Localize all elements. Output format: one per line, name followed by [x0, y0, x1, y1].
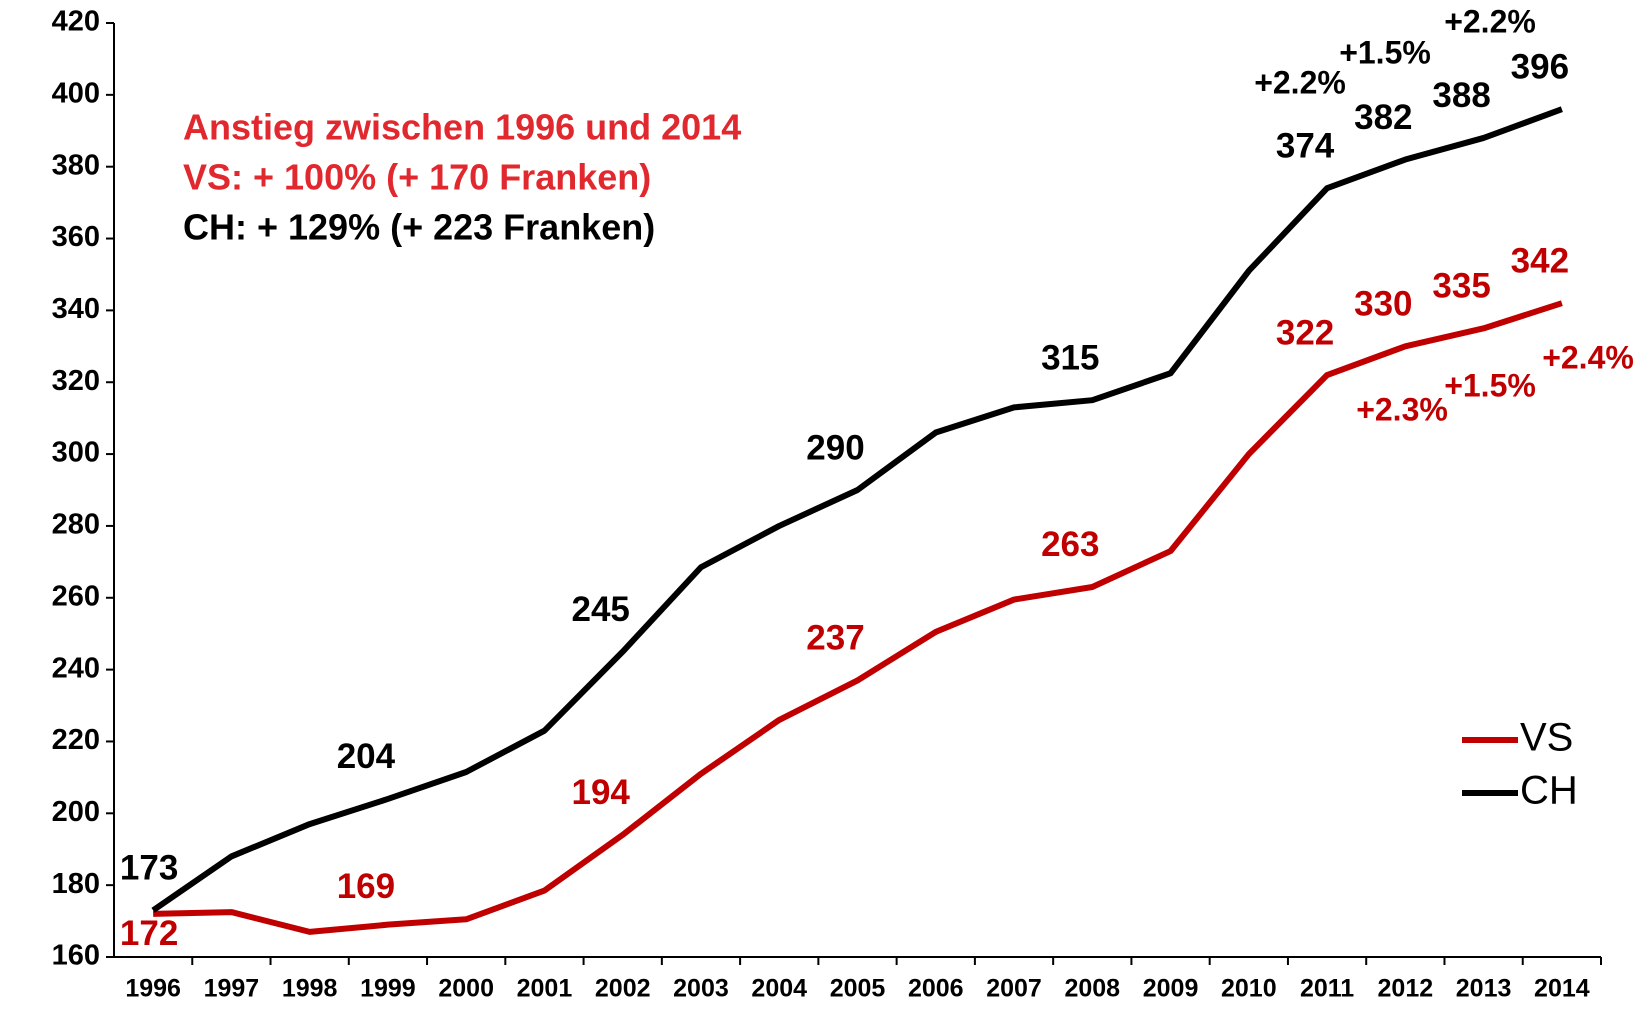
x-tick-label: 2013: [1456, 975, 1512, 1003]
annotation: Anstieg zwischen 1996 und 2014: [183, 107, 741, 148]
data-label: 263: [1041, 525, 1099, 564]
x-tick-label: 2002: [595, 975, 651, 1003]
series-line: [153, 300, 1563, 935]
legend-label: CH: [1520, 769, 1578, 813]
x-tick-label: 2009: [1143, 975, 1199, 1003]
series-line: [151, 106, 1563, 913]
data-label: 396: [1511, 47, 1569, 86]
y-tick-label: 320: [52, 365, 100, 397]
data-label: 245: [572, 590, 630, 629]
y-tick-label: 200: [52, 796, 100, 828]
y-tick-label: 240: [52, 652, 100, 684]
x-tick-label: 2000: [438, 975, 494, 1003]
data-label: 194: [572, 773, 631, 812]
x-tick-label: 2005: [830, 975, 886, 1003]
x-tick-label: 1998: [282, 975, 338, 1003]
legend-label: VS: [1520, 716, 1573, 760]
y-tick-label: 260: [52, 580, 100, 612]
data-label: 388: [1432, 76, 1490, 115]
annotation: CH: + 129% (+ 223 Franken): [183, 207, 655, 248]
x-tick-label: 2006: [908, 975, 964, 1003]
data-label: 342: [1511, 241, 1569, 280]
annotation: VS: + 100% (+ 170 Franken): [183, 157, 651, 198]
data-label: 382: [1354, 98, 1412, 137]
data-label: 173: [120, 849, 178, 888]
x-tick-label: 2010: [1221, 975, 1277, 1003]
data-label: 204: [337, 737, 396, 776]
y-tick-label: 160: [52, 940, 100, 972]
y-tick-label: 340: [52, 293, 100, 325]
data-label: 330: [1354, 285, 1412, 324]
change-label: +2.3%: [1356, 391, 1448, 427]
y-tick-label: 220: [52, 724, 100, 756]
y-tick-label: 420: [52, 6, 100, 38]
y-tick-label: 180: [52, 868, 100, 900]
y-tick-label: 280: [52, 509, 100, 541]
y-tick-label: 380: [52, 149, 100, 181]
x-tick-label: 2004: [751, 975, 807, 1003]
x-tick-label: 2014: [1534, 975, 1590, 1003]
data-label: 315: [1041, 338, 1099, 377]
data-label: 290: [806, 428, 864, 467]
x-tick-label: 1997: [204, 975, 260, 1003]
x-tick-label: 2003: [673, 975, 729, 1003]
data-label: 237: [806, 619, 864, 658]
x-tick-label: 2011: [1300, 975, 1354, 1003]
data-label: 335: [1432, 267, 1490, 306]
data-label: 172: [120, 914, 178, 953]
data-label: 322: [1276, 313, 1334, 352]
x-tick-label: 2008: [1064, 975, 1120, 1003]
change-label: +1.5%: [1339, 34, 1431, 70]
y-tick-label: 300: [52, 437, 100, 469]
data-label: 374: [1276, 126, 1335, 165]
y-tick-label: 400: [52, 78, 100, 110]
x-tick-label: 2012: [1378, 975, 1434, 1003]
x-tick-label: 2007: [986, 975, 1042, 1003]
x-tick-label: 2001: [517, 975, 573, 1003]
data-label: 169: [337, 867, 395, 906]
change-label: +2.2%: [1444, 3, 1536, 39]
x-tick-label: 1996: [125, 975, 181, 1003]
y-tick-label: 360: [52, 221, 100, 253]
change-label: +2.4%: [1542, 339, 1634, 375]
change-label: +1.5%: [1444, 367, 1536, 403]
x-tick-label: 1999: [360, 975, 416, 1003]
change-label: +2.2%: [1254, 64, 1346, 100]
